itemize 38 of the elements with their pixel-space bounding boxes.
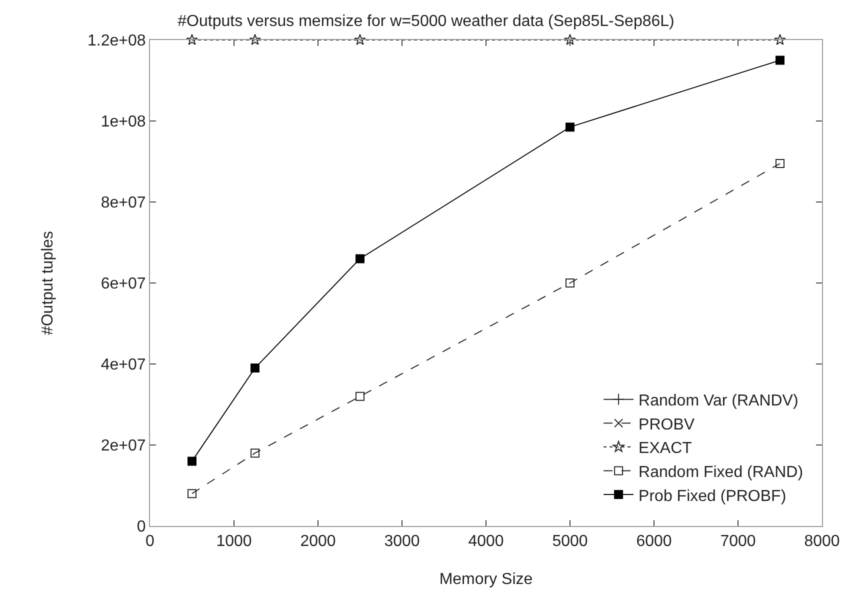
legend-label: PROBV — [638, 416, 695, 434]
x-tick-label: 8000 — [804, 533, 840, 550]
y-tick-label: 1.2e+08 — [88, 32, 146, 50]
point — [249, 34, 261, 46]
y-tick-label: 1e+08 — [100, 114, 146, 131]
y-tick-label: 8e+07 — [100, 194, 146, 212]
point — [188, 456, 196, 466]
legend-label: Prob Fixed (PROBF) — [638, 488, 786, 505]
x-tick-label: 7000 — [720, 533, 756, 550]
x-tick-label: 4000 — [468, 533, 504, 550]
point — [564, 34, 576, 46]
point — [250, 448, 260, 458]
point — [186, 34, 198, 46]
point — [566, 278, 574, 288]
legend-label: Random Fixed (RAND) — [638, 464, 804, 481]
point — [566, 122, 574, 132]
y-tick-label: 6e+07 — [100, 276, 146, 293]
point — [776, 56, 784, 65]
x-tick-label: 6000 — [636, 533, 672, 550]
chart-title: #Outputs versus memsize for w=5000 weather data (Sep85L-Sep86L) — [178, 12, 674, 30]
y-tick-label: 2e+07 — [100, 438, 146, 455]
point — [776, 159, 784, 168]
point — [250, 364, 260, 373]
point — [188, 489, 196, 498]
point — [356, 254, 364, 264]
x-tick-label: 5000 — [552, 533, 588, 550]
y-tick-label: 4e+07 — [100, 356, 146, 374]
y-tick-label: 0 — [136, 518, 146, 536]
x-tick-label: 1000 — [216, 533, 252, 550]
legend-label: EXACT — [638, 440, 692, 458]
point — [354, 34, 366, 46]
x-axis-title: Memory Size — [439, 571, 533, 588]
point — [356, 392, 364, 401]
x-tick-label: 2000 — [300, 533, 336, 550]
legend-label: Random Var (RANDV) — [638, 392, 798, 410]
x-tick-label: 3000 — [384, 533, 420, 550]
y-axis-title: #Output tuples — [39, 230, 56, 336]
point — [774, 34, 786, 46]
